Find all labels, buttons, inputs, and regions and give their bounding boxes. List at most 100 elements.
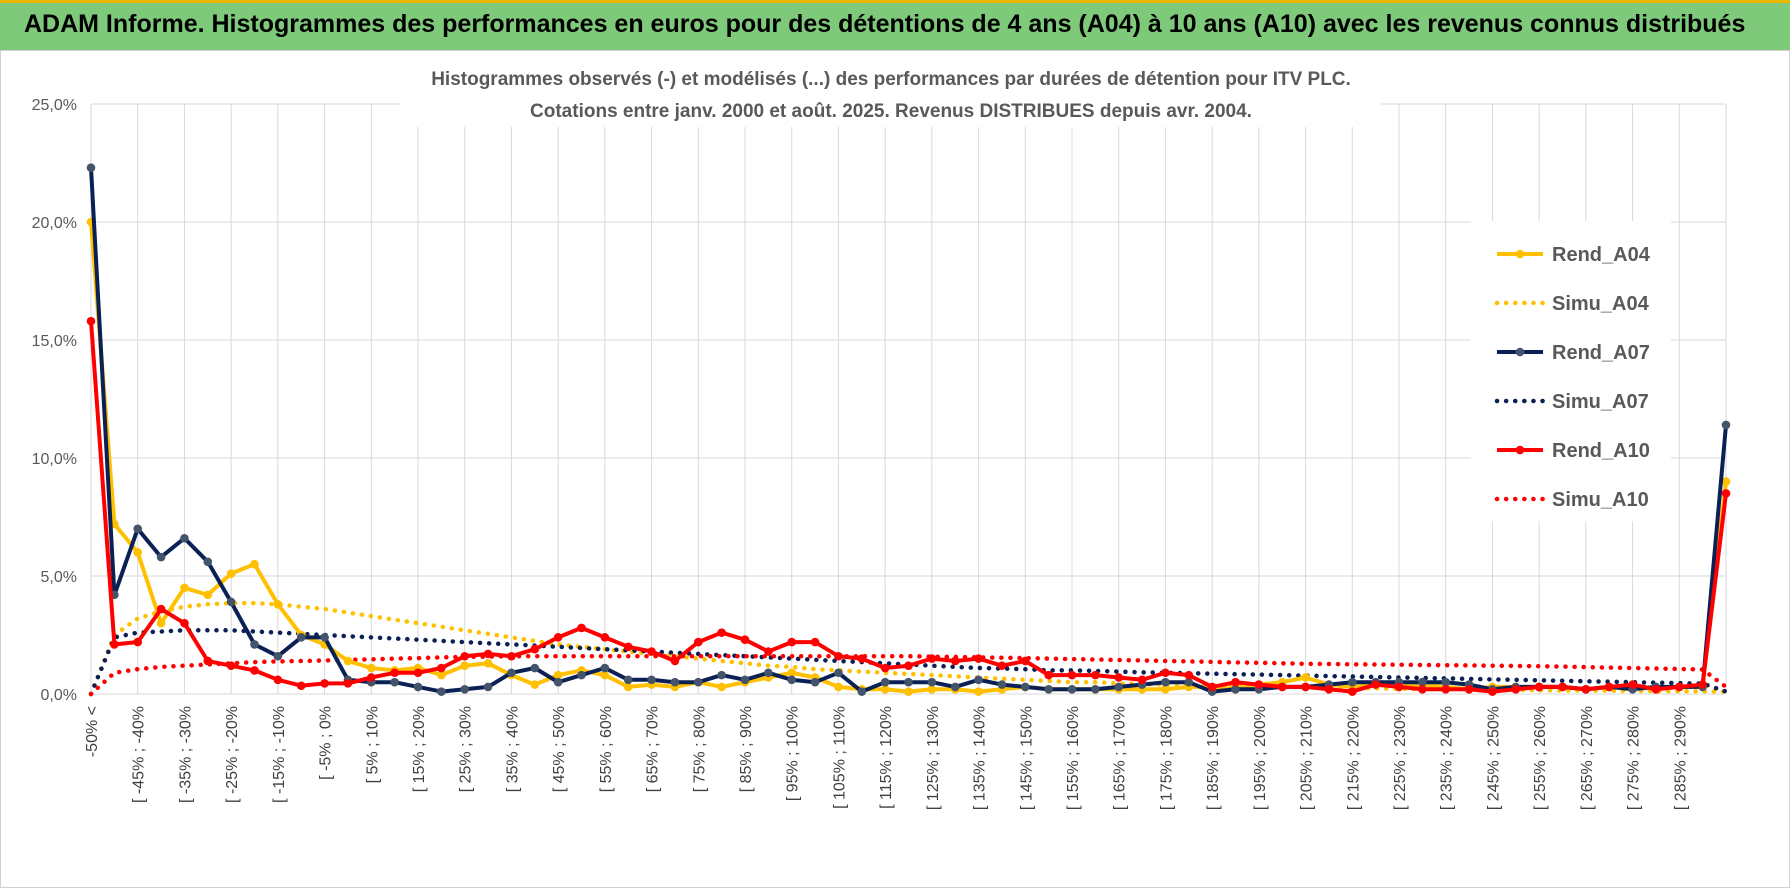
- x-tick-label: [ 185% ; 190%: [1205, 706, 1222, 810]
- data-point-rend-a10: [1371, 680, 1380, 689]
- data-point-rend-a04: [343, 656, 353, 666]
- data-point-rend-a10: [810, 637, 820, 647]
- data-point-rend-a10: [366, 673, 376, 682]
- data-point-rend-a07: [693, 677, 703, 687]
- data-point-rend-a10: [250, 666, 259, 675]
- x-tick-label: [ 105% ; 110%: [831, 706, 848, 809]
- data-point-rend-a07: [787, 675, 797, 685]
- y-axis: 0,0% 5,0% 10,0% 15,0% 20,0% 25,0%: [32, 97, 77, 704]
- data-point-rend-a10: [1067, 670, 1077, 680]
- data-point-rend-a10: [740, 635, 750, 645]
- data-point-rend-a04: [226, 569, 236, 578]
- data-point-rend-a07: [530, 663, 540, 673]
- x-tick-label: [ -5% ; 0%: [318, 706, 335, 780]
- data-point-rend-a07: [1020, 682, 1030, 692]
- x-tick-label: [ 5% ; 10%: [364, 706, 381, 783]
- x-tick-label: [ 205% ; 210%: [1299, 706, 1316, 810]
- x-tick-label: [ 135% ; 140%: [972, 706, 989, 810]
- data-point-rend-a10: [717, 628, 726, 637]
- data-point-rend-a04: [156, 618, 166, 628]
- data-point-rend-a04: [180, 583, 189, 593]
- x-tick-label: [ 195% ; 200%: [1252, 706, 1269, 810]
- data-point-rend-a10: [1511, 684, 1521, 694]
- data-point-rend-a04: [203, 590, 213, 600]
- legend-label-rend-a04: Rend_A04: [1552, 244, 1651, 266]
- data-point-rend-a07: [623, 675, 633, 685]
- data-point-rend-a04: [460, 661, 470, 670]
- data-point-rend-a10: [577, 623, 586, 633]
- series-layer: [86, 163, 1731, 697]
- data-point-rend-a10: [1161, 668, 1170, 678]
- data-point-rend-a10: [904, 661, 913, 670]
- x-tick-label: [ 85% ; 90%: [738, 706, 755, 792]
- data-point-rend-a10: [974, 654, 983, 663]
- data-point-rend-a10: [1277, 682, 1287, 692]
- data-point-rend-a07: [577, 670, 586, 680]
- data-point-rend-a07: [320, 633, 329, 642]
- legend-marker-rend-a07: [1515, 347, 1525, 357]
- data-point-rend-a10: [834, 651, 843, 661]
- data-point-rend-a07: [974, 675, 983, 685]
- data-point-rend-a10: [390, 668, 399, 678]
- data-point-rend-a04: [437, 670, 446, 680]
- data-point-rend-a10: [133, 637, 143, 647]
- x-tick-label: [ 65% ; 70%: [645, 706, 662, 792]
- data-point-rend-a07: [507, 668, 516, 678]
- y-tick-label: 20,0%: [32, 215, 77, 232]
- legend-label-simu-a07: Simu_A07: [1552, 391, 1649, 413]
- data-point-rend-a07: [483, 682, 493, 692]
- data-point-rend-a10: [1254, 680, 1264, 689]
- data-point-rend-a07: [1091, 684, 1100, 694]
- x-tick-label: [ 285% ; 290%: [1672, 706, 1689, 810]
- data-point-rend-a04: [623, 682, 633, 692]
- data-point-rend-a04: [1301, 673, 1310, 682]
- data-point-rend-a10: [1231, 677, 1240, 687]
- data-point-rend-a10: [460, 651, 470, 661]
- data-point-rend-a04: [600, 670, 610, 680]
- data-point-rend-a07: [553, 677, 563, 687]
- x-tick-label: [ 255% ; 260%: [1532, 706, 1549, 810]
- x-tick-label: [ -45% ; -40%: [131, 706, 148, 803]
- x-tick-label: [ 125% ; 130%: [925, 706, 942, 810]
- data-point-rend-a07: [904, 677, 913, 687]
- data-point-rend-a07: [156, 552, 166, 562]
- data-point-rend-a07: [717, 670, 726, 680]
- data-point-rend-a04: [273, 600, 283, 609]
- x-tick-label: [ -35% ; -30%: [177, 706, 194, 803]
- data-point-rend-a10: [1651, 684, 1661, 694]
- x-tick-label: [ 235% ; 240%: [1439, 706, 1456, 810]
- x-tick-label: [ 165% ; 170%: [1112, 706, 1129, 810]
- data-point-rend-a10: [1674, 682, 1684, 692]
- x-tick-label: [ -15% ; -10%: [271, 706, 288, 803]
- data-point-rend-a10: [1114, 673, 1124, 682]
- x-tick-label: [ 55% ; 60%: [598, 706, 615, 792]
- data-point-rend-a04: [834, 682, 843, 692]
- x-tick-label: [ 225% ; 230%: [1392, 706, 1409, 810]
- data-point-rend-a10: [296, 681, 306, 691]
- data-point-rend-a10: [1628, 680, 1637, 689]
- data-point-rend-a10: [1721, 489, 1731, 498]
- report-header: ADAM Informe. Histogrammes des performan…: [0, 0, 1790, 50]
- data-point-rend-a07: [1441, 677, 1451, 687]
- data-point-rend-a07: [1231, 684, 1240, 694]
- data-point-rend-a07: [857, 687, 867, 696]
- data-point-rend-a07: [203, 557, 213, 567]
- data-point-rend-a04: [787, 668, 797, 678]
- data-point-rend-a04: [366, 663, 376, 673]
- data-point-rend-a07: [1114, 682, 1124, 692]
- data-point-rend-a10: [1091, 670, 1100, 680]
- data-point-rend-a10: [553, 633, 563, 642]
- data-point-rend-a10: [1558, 682, 1567, 692]
- data-point-rend-a10: [600, 633, 610, 642]
- legend-label-rend-a07: Rend_A07: [1552, 342, 1650, 364]
- y-tick-label: 10,0%: [32, 451, 77, 468]
- data-point-rend-a04: [1721, 477, 1731, 486]
- data-point-rend-a07: [390, 677, 399, 687]
- y-tick-label: 15,0%: [32, 333, 77, 350]
- data-point-rend-a10: [927, 654, 937, 663]
- legend-background: [1471, 221, 1671, 521]
- data-point-rend-a10: [623, 642, 633, 652]
- x-tick-label: [ 215% ; 220%: [1345, 706, 1362, 810]
- x-tick-label: [ 275% ; 280%: [1626, 706, 1643, 810]
- data-point-rend-a07: [997, 680, 1007, 689]
